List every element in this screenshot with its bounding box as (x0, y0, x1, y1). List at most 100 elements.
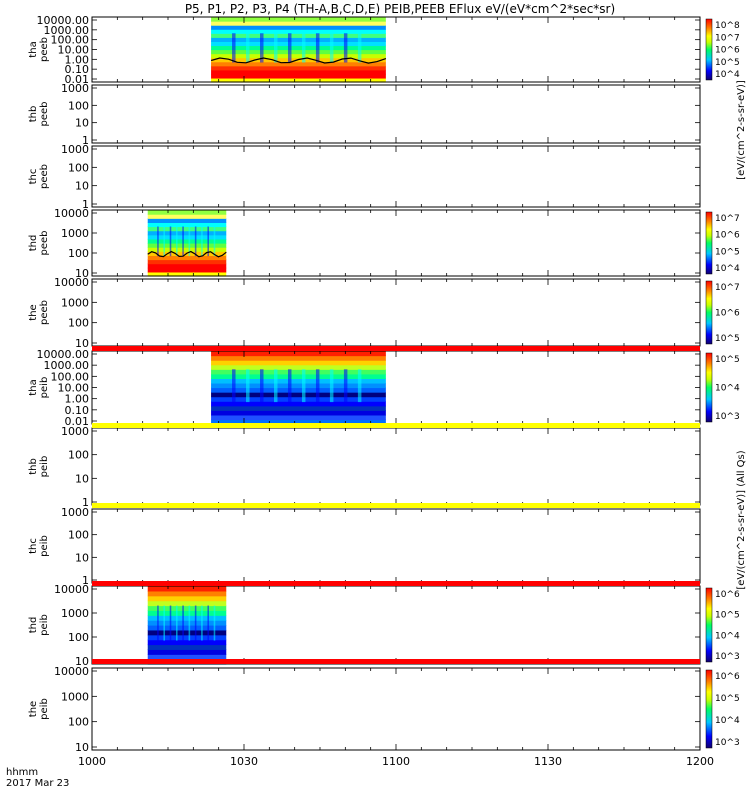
spectrogram-streak (213, 226, 216, 257)
spectrogram-cell (211, 405, 386, 411)
panel-probe-label: tha (28, 41, 39, 57)
y-tick-label: 10000.00 (37, 348, 90, 361)
panel-frame (91, 427, 701, 506)
y-tick-label: 100.00 (51, 370, 90, 383)
panel-label: thapeib (28, 377, 50, 399)
panel-frame (91, 84, 701, 144)
spectrogram-streak (201, 605, 203, 641)
y-tick-label: 10 (75, 267, 89, 280)
y-tick-label: 1000 (61, 506, 89, 519)
spectrogram-cell (211, 414, 386, 421)
spectrogram-cell (147, 615, 227, 621)
colorbar-tick-label: 10^4 (715, 70, 740, 80)
spectrogram-cell (211, 419, 386, 425)
y-tick-label: 100 (68, 631, 89, 644)
spectrogram-cell (147, 629, 227, 636)
panel-instrument-label: peib (39, 614, 50, 636)
panel-instrument-label: peib (39, 535, 50, 557)
y-tick-label: 0.10 (65, 404, 90, 417)
panel-label: thepeeb (28, 300, 50, 325)
spectrogram-cell (147, 259, 227, 265)
spectrogram-streak (357, 369, 362, 403)
spectrogram-streak (176, 605, 178, 641)
colorbar-tick-label: 10^3 (715, 738, 740, 748)
panel-frame (91, 16, 701, 83)
y-tick-label: 0.10 (65, 63, 90, 76)
spectrogram-cell (147, 620, 227, 626)
y-tick-label: 100.00 (51, 34, 90, 47)
spectrogram-cell (211, 69, 386, 75)
x-axis-label-hhmm: hhmm (6, 767, 38, 778)
panel-thd-peeb: 10000 1000 100 10 thdpeeb 10^7 10^6 10^5 10^4 (28, 207, 740, 280)
spectrogram-cell (211, 37, 386, 42)
spectrogram-cell (147, 267, 227, 273)
panel-probe-label: thb (28, 106, 39, 123)
x-tick-label: 1130 (534, 755, 562, 768)
panel-frame (91, 145, 701, 208)
y-tick-label: 1.00 (65, 53, 90, 66)
spectrogram-cell (147, 247, 227, 252)
colorbar-tick-label: 10^4 (715, 384, 740, 394)
colorbar-tick-label: 10^6 (715, 231, 740, 241)
spectrogram-cell (147, 600, 227, 607)
colorbar (705, 352, 713, 423)
panel-label: thbpeeb (28, 102, 50, 127)
spectrogram-streak (246, 369, 250, 403)
panel-probe-label: the (28, 701, 39, 717)
spectrogram-streak (273, 33, 278, 63)
y-tick-label: 10000.00 (37, 14, 90, 27)
panel-instrument-label: peib (39, 698, 50, 720)
mode-status-bar (92, 346, 700, 351)
panel-frame (91, 667, 701, 751)
y-tick-label: 1000 (61, 143, 89, 156)
spectrogram-cell (211, 53, 386, 59)
colorbar-tick-label: 10^5 (715, 694, 740, 704)
spectrogram-streak (188, 605, 191, 641)
spectrogram-streak (169, 605, 172, 641)
spectrogram-cell (147, 255, 227, 261)
mode-status-bar (92, 581, 700, 586)
x-tick-label: 1100 (382, 755, 410, 768)
colorbar-tick-label: 10^7 (715, 283, 740, 293)
panel-probe-label: tha (28, 379, 39, 395)
y-tick-label: 1000 (61, 82, 89, 95)
x-tick-label: 1000 (78, 755, 106, 768)
mode-status-bar (92, 659, 700, 664)
y-tick-label: 1000 (61, 296, 89, 309)
colorbar-tick-label: 10^6 (715, 46, 740, 56)
y-tick-label: 1000 (61, 425, 89, 438)
panel-label: thdpeib (28, 614, 50, 636)
spectrogram-cell (211, 21, 386, 26)
spectrogram-cell (147, 243, 227, 248)
mode-status-bar (92, 503, 700, 508)
y-tick-label: 1.00 (65, 393, 90, 406)
spectrogram-cell (211, 29, 386, 34)
y-tick-label: 100 (68, 716, 89, 729)
spectrogram-streak (232, 33, 236, 63)
spectrogram-cell (147, 649, 227, 655)
spectrogram-cell (147, 210, 227, 215)
spectrogram-streak (315, 33, 320, 63)
spectrogram-cell (211, 45, 386, 51)
panel-instrument-label: peeb (39, 300, 50, 325)
y-tick-label: 1 (82, 198, 89, 211)
spectrogram-streak (357, 33, 362, 63)
colorbar (705, 280, 713, 345)
spectrogram-streak (157, 605, 159, 641)
spectrogram-streak (182, 226, 184, 257)
y-tick-label: 1000.00 (44, 24, 90, 37)
spectrogram-streak (329, 369, 334, 403)
y-tick-label: 100 (68, 161, 89, 174)
spectrogram-cell (211, 41, 386, 47)
panel-thc-peib: 1000 100 10 1 thcpeib (28, 506, 701, 587)
spectrogram-streak (315, 369, 320, 403)
y-tick-label: 0.01 (65, 415, 90, 428)
y-tick-label: 10 (75, 117, 89, 130)
y-tick-label: 10 (75, 180, 89, 193)
spectrogram-cell (211, 355, 386, 361)
spectrogram-cell (147, 586, 227, 592)
spectrogram-cell (211, 378, 386, 384)
panel-label: thepeib (28, 698, 50, 720)
panel-probe-label: the (28, 304, 39, 320)
spectrogram-cell (211, 61, 386, 67)
